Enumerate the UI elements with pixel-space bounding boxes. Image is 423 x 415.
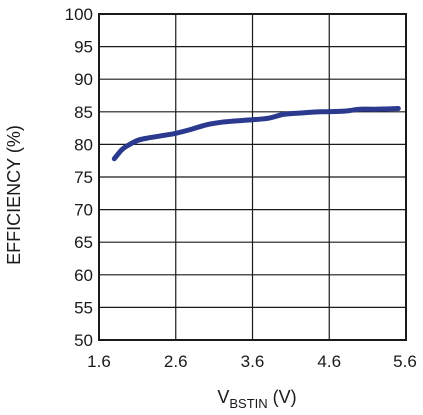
y-axis-label: EFFICIENCY (%) [4,125,24,265]
y-tick-label-7: 65 [74,233,93,252]
y-tick-label-5: 75 [74,168,93,187]
x-axis-label-unit: (V) [268,387,297,407]
y-tick-label-9: 55 [74,298,93,317]
x-axis-label: VBSTIN (V) [217,387,296,411]
x-tick-label-4: 5.6 [393,352,417,371]
x-axis-label-subscript: BSTIN [229,396,267,411]
x-tick-label-1: 2.6 [164,352,188,371]
x-tick-labels: 1.6 2.6 3.6 4.6 5.6 [87,352,417,371]
x-tick-label-2: 3.6 [241,352,265,371]
y-tick-label-6: 70 [74,201,93,220]
efficiency-curve [111,106,401,162]
y-tick-label-3: 85 [74,103,93,122]
plot-frame [98,13,407,341]
x-tick-label-0: 1.6 [87,352,111,371]
y-tick-label-0: 100 [65,5,93,24]
y-tick-label-1: 95 [74,38,93,57]
y-tick-label-2: 90 [74,70,93,89]
x-tick-label-3: 4.6 [317,352,341,371]
grid-lines [98,13,407,341]
y-tick-labels: 100 95 90 85 80 75 70 65 60 55 50 [65,5,93,350]
y-tick-label-4: 80 [74,135,93,154]
y-tick-label-8: 60 [74,266,93,285]
y-tick-label-10: 50 [74,331,93,350]
x-axis-label-main: V [217,387,229,407]
